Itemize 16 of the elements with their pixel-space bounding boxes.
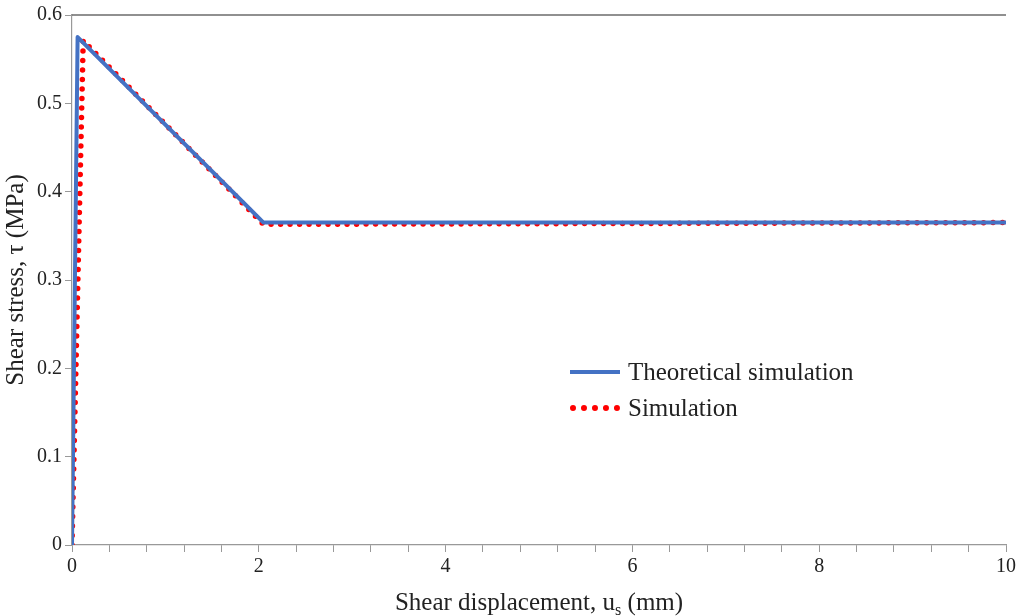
x-tick-label: 4 xyxy=(440,554,451,577)
x-tick-label: 6 xyxy=(627,554,638,577)
legend-label: Simulation xyxy=(628,394,738,422)
y-tick-label: 0.1 xyxy=(37,443,62,466)
x-tick-label: 10 xyxy=(996,554,1016,577)
y-tick-label: 0 xyxy=(52,532,62,555)
y-tick-label: 0.4 xyxy=(37,178,62,201)
legend-label: Theoretical simulation xyxy=(628,358,854,386)
y-tick-label: 0.6 xyxy=(37,2,62,25)
y-axis-title: Shear stress, τ (MPa) xyxy=(0,174,29,386)
x-tick-label: 8 xyxy=(814,554,825,577)
y-tick-label: 0.2 xyxy=(37,355,62,378)
x-tick-label: 2 xyxy=(253,554,264,577)
y-tick-label: 0.5 xyxy=(37,90,62,113)
x-tick-label: 0 xyxy=(67,554,77,577)
y-tick-label: 0.3 xyxy=(37,267,62,290)
